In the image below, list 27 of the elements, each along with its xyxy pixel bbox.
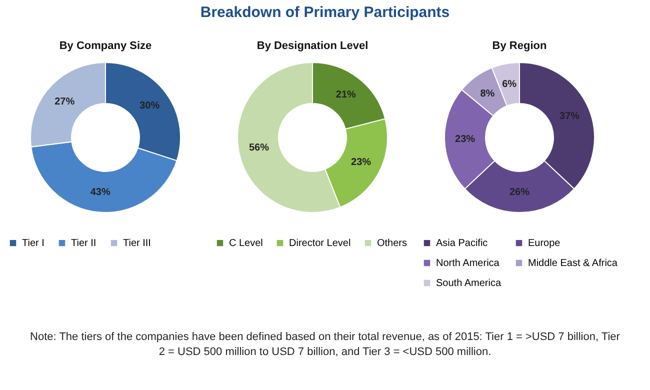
legend-label: South America [436, 278, 502, 289]
chart-title: By Region [492, 40, 547, 52]
legend-label: Tier I [22, 238, 44, 250]
data-label: 6% [502, 78, 517, 90]
data-label: 21% [336, 89, 356, 100]
data-label: 23% [351, 157, 372, 168]
data-label: 8% [480, 88, 495, 100]
data-label: 23% [455, 134, 476, 146]
text: Note: The tiers of the companies have been defined based on their total revenue, as of 2015: Tier 1 = >USD 7 billion, Tier 2 = USD 500 million to USD 7 billion, and Tier 3 = <USD 500 million. [29, 330, 621, 360]
legend-label: Asia Pacific [436, 238, 488, 250]
legend-label: North America [436, 258, 500, 269]
legend-label: Tier II [71, 238, 96, 250]
text: Breakdown of Primary Participants [199, 4, 451, 23]
chart-title: By Designation Level [256, 40, 368, 52]
legend-label: Middle East & Africa [528, 258, 618, 269]
legend-label: Europe [528, 238, 561, 250]
legend-label: Director Level [289, 238, 351, 250]
data-label: 30% [140, 100, 160, 112]
data-label: 37% [560, 110, 580, 122]
legend-label: Tier III [123, 238, 151, 250]
data-label: 26% [509, 187, 530, 198]
legend-label: C Level [229, 238, 263, 250]
legend-label: Others [377, 238, 408, 250]
data-label: 56% [248, 142, 270, 154]
chart-title: By Company Size [59, 40, 152, 52]
data-label: 43% [90, 186, 110, 198]
data-label: 27% [54, 96, 75, 108]
